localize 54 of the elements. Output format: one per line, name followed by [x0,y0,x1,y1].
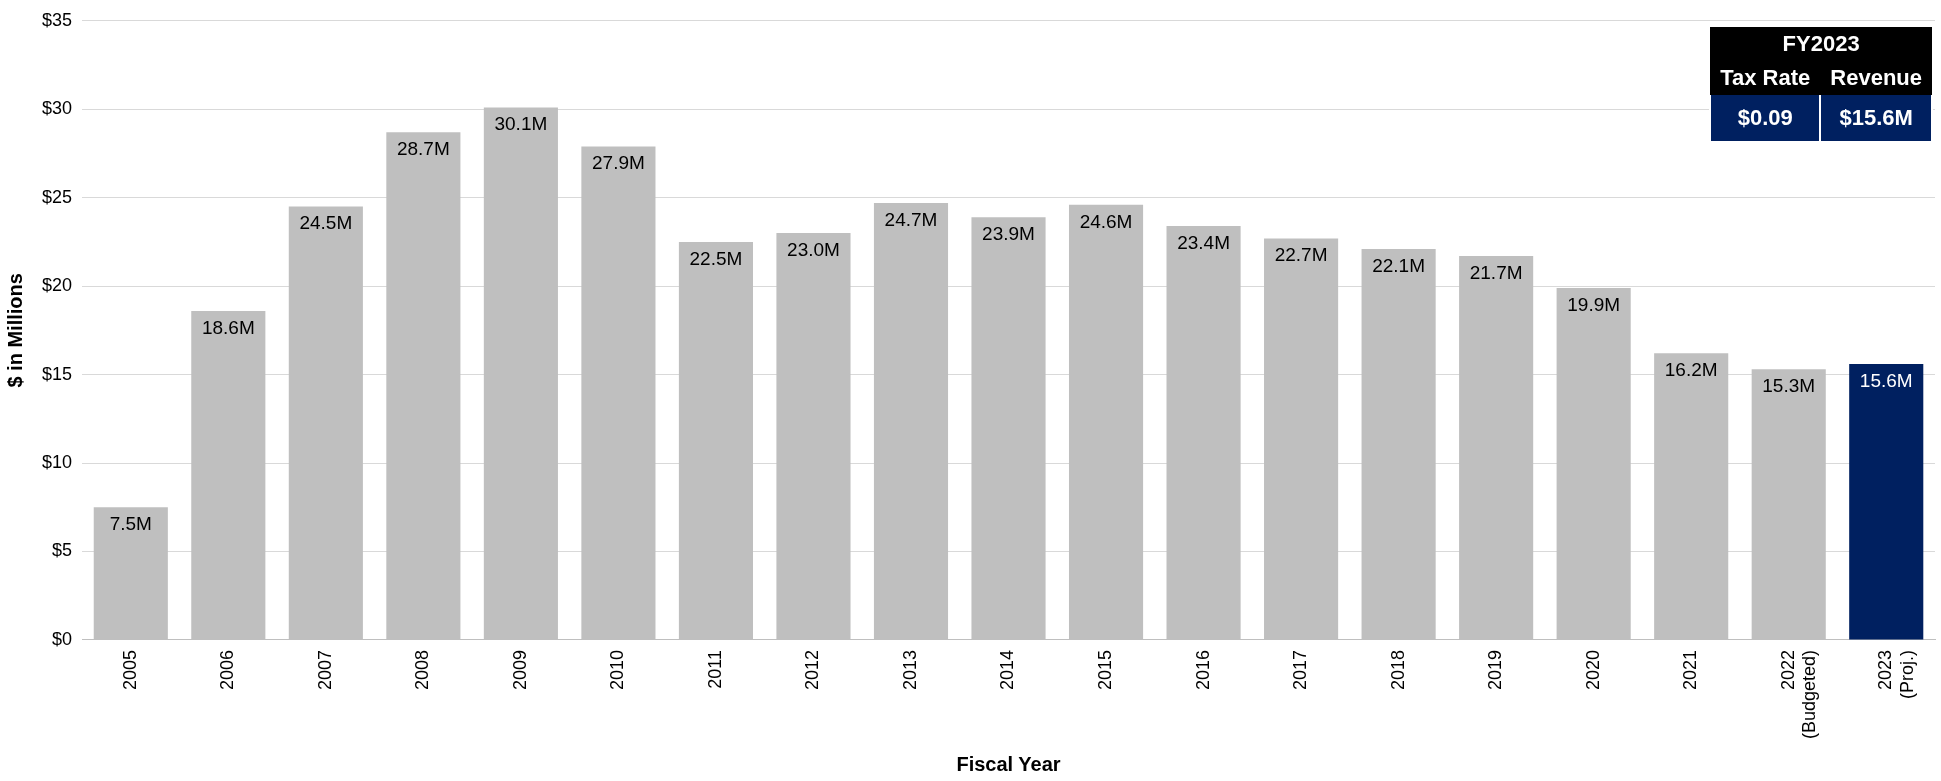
data-label: 23.4M [1177,231,1230,253]
y-tick-label: $25 [41,186,73,207]
x-tick-label: 2015 [1095,649,1116,690]
annotation: FY2023 [1710,27,1932,61]
data-label: 15.3M [1762,375,1816,397]
data-label: 21.7M [1469,261,1523,283]
data-label: 18.6M [201,316,255,338]
y-tick-label: $10 [41,452,73,473]
data-label: 19.9M [1567,293,1621,315]
data-label: 7.5M [109,513,152,534]
x-tick-label: 2019 [1485,649,1506,690]
y-tick-label: $30 [41,98,73,119]
data-label: 23.9M [982,222,1035,244]
data-label: 22.1M [1372,254,1426,276]
annotation: $15.6M [1820,95,1932,142]
x-tick-label: 2018 [1387,649,1408,690]
y-tick-label: $15 [41,363,73,384]
x-axis-title: Fiscal Year [956,752,1061,775]
data-label: 24.5M [299,212,353,234]
x-tick-label: 2016 [1192,649,1213,690]
x-tick-label: 2006 [217,649,238,690]
bar [1849,363,1924,640]
x-tick-label: 2007 [314,649,335,690]
data-label: 16.2M [1664,359,1718,381]
y-tick-label: $5 [52,540,73,561]
annotation: $0.09 [1710,95,1821,142]
x-tick-label: 2022 (Budgeted) [1777,649,1820,739]
data-label: 24.7M [884,208,938,230]
x-tick-label: 2011 [704,649,725,689]
x-tick-label: 2021 [1680,649,1701,690]
x-tick-label: 2009 [509,649,530,690]
y-tick-label: $20 [41,275,73,296]
data-label: 23.0M [787,238,840,260]
y-axis-title: $ in Millions [3,273,26,388]
data-label: 28.7M [396,137,450,159]
y-tick-label: $35 [41,9,73,30]
annotation: Tax Rate [1710,61,1821,95]
data-label: 15.6M [1859,369,1913,391]
x-tick-label: 2017 [1290,649,1311,690]
x-tick-label: 2010 [607,649,628,690]
data-label: 24.6M [1079,210,1133,232]
x-tick-label: 2023 (Proj.) [1875,649,1917,699]
data-label: 22.7M [1274,244,1328,266]
y-tick-label: $0 [52,628,73,649]
data-label: 27.9M [592,152,645,174]
x-tick-label: 2008 [412,649,433,690]
x-tick-label: 2014 [997,649,1018,690]
data-label: 22.5M [689,247,743,269]
x-tick-label: 2013 [899,649,920,690]
x-tick-label: 2012 [802,649,823,690]
data-label: 30.1M [494,113,548,135]
annotation: Revenue [1820,61,1932,95]
x-tick-label: 2020 [1582,649,1603,690]
x-tick-label: 2005 [119,649,140,690]
